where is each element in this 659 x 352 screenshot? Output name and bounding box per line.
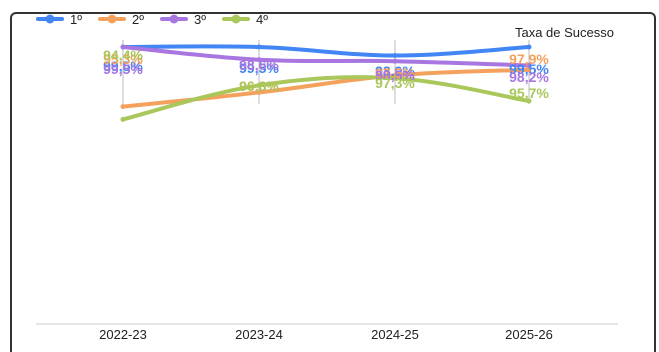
chart-legend: 1º 2º 3º 4º [36, 12, 268, 27]
data-point [526, 98, 532, 104]
data-label: 94,4% [103, 47, 143, 63]
data-label: 98,5% [375, 67, 415, 83]
data-point [256, 57, 262, 63]
data-label: 99,5% [239, 60, 279, 76]
data-label: 98,2% [509, 69, 549, 85]
data-point [256, 44, 262, 50]
data-label: 95,7% [509, 85, 549, 101]
data-label: 99,5% [509, 61, 549, 77]
data-label: 96,3% [239, 78, 279, 94]
chart-frame [10, 12, 656, 352]
x-tick-label: 2022-23 [99, 327, 147, 342]
legend-swatch-dot [107, 14, 117, 24]
data-point [392, 53, 398, 59]
x-tick-label: 2024-25 [371, 327, 419, 342]
legend-swatch-dot [45, 14, 55, 24]
data-label: 96,8% [239, 78, 279, 94]
data-point [392, 58, 398, 64]
data-point [526, 67, 532, 73]
x-tick-label: 2025-26 [505, 327, 553, 342]
series-line-1 [121, 44, 531, 58]
data-label: 98,6% [239, 57, 279, 73]
data-point [120, 104, 126, 110]
series-line-3 [121, 45, 531, 68]
data-label: 97,9% [509, 51, 549, 67]
legend-label: 1º [70, 12, 82, 27]
legend-label: 4º [256, 12, 268, 27]
data-label: 99,5% [103, 58, 143, 74]
line-chart: 99,5% 99,5% 98,9% 99,5%95,3%96,3%97,5%97,9%… [36, 12, 618, 342]
x-tick-label: 2023-24 [235, 327, 283, 342]
tick-layer: 2022-23 2023-24 2024-25 2025-26 [99, 327, 553, 342]
data-point [526, 62, 532, 68]
data-point [256, 82, 262, 88]
data-label: 97,3% [375, 75, 415, 91]
series-layer [120, 44, 532, 122]
data-label: 95,3% [103, 51, 143, 67]
data-point [120, 44, 126, 50]
series-line-2 [121, 67, 531, 109]
legend-label: 3º [194, 12, 206, 27]
data-point [256, 89, 262, 95]
data-point [392, 75, 398, 81]
chart-title: Taxa de Sucesso [515, 25, 614, 40]
label-layer: 99,5% 99,5% 98,9% 99,5%95,3%96,3%97,5%97,9%… [103, 47, 549, 101]
legend-label: 2º [132, 12, 144, 27]
data-point [526, 44, 532, 50]
legend-swatch-dot [169, 14, 179, 24]
data-label: 97,5% [375, 65, 415, 81]
data-label: 99,5% [103, 61, 143, 77]
series-line-4 [121, 75, 531, 122]
legend-swatch-dot [231, 14, 241, 24]
data-point [120, 116, 126, 122]
data-label: 98,9% [375, 63, 415, 79]
